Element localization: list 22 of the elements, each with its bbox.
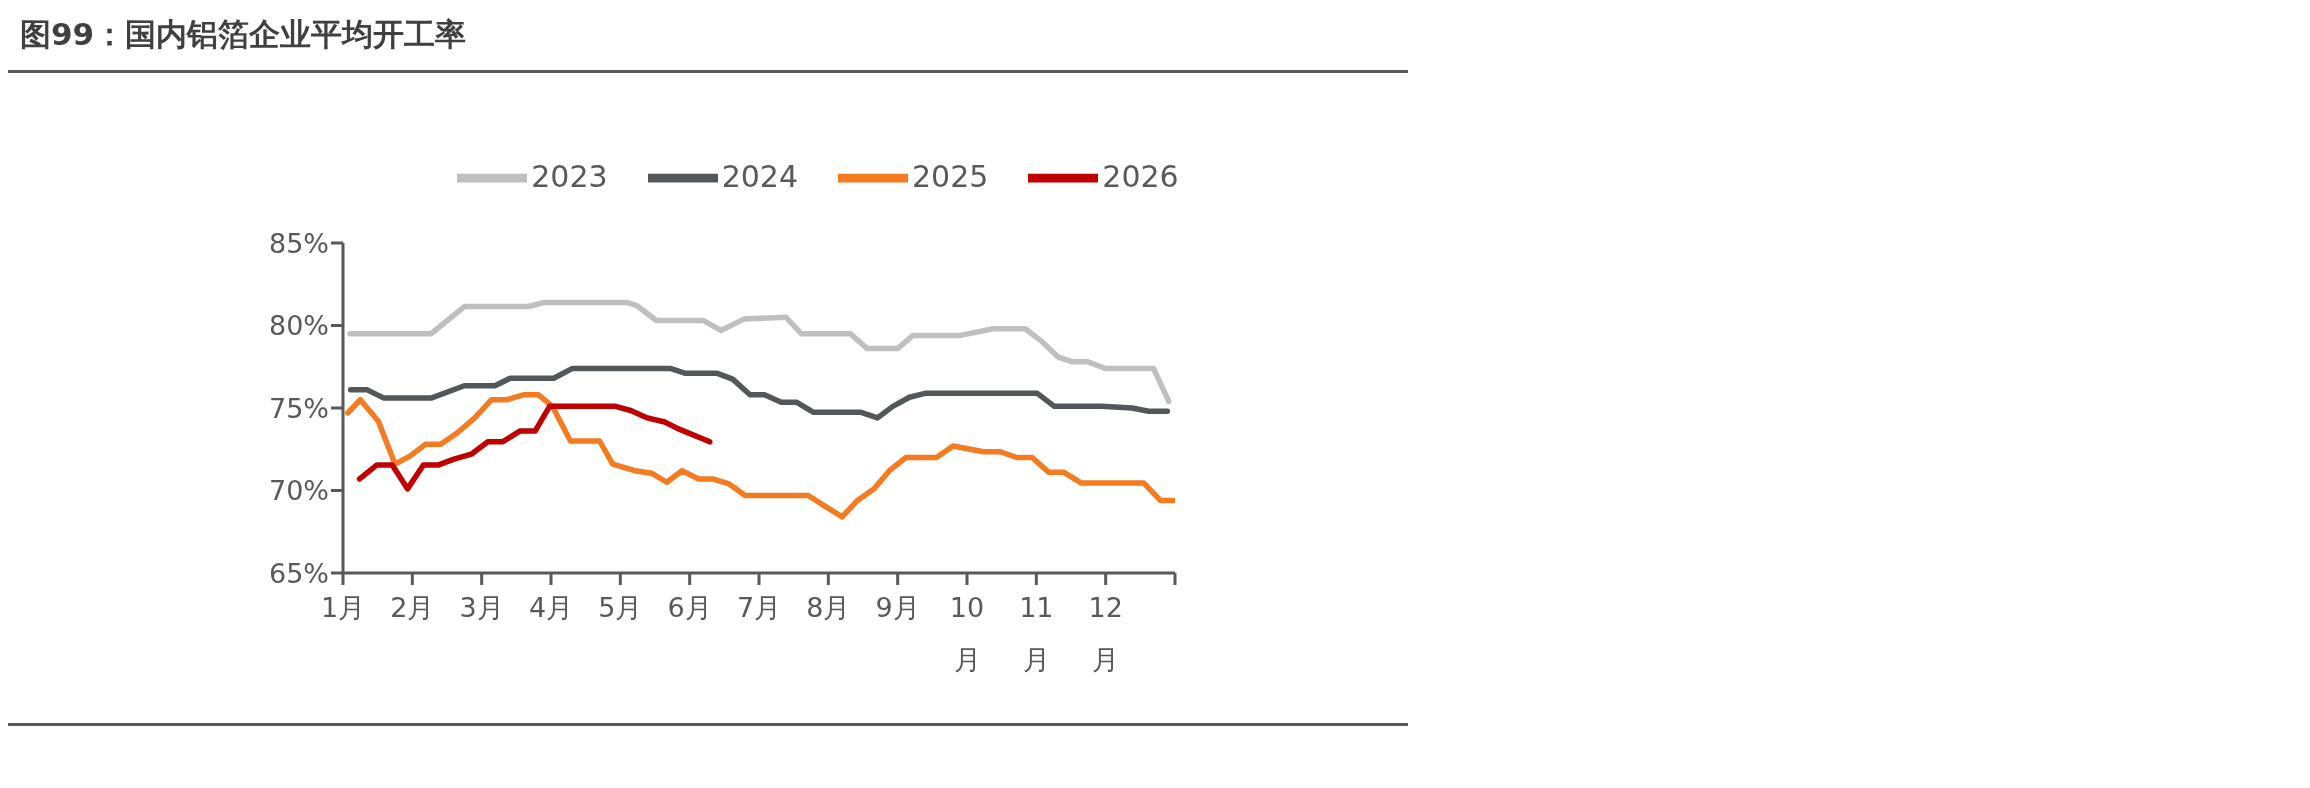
x-tick-label: 1月 (320, 592, 366, 623)
x-tick-label: 8月 (806, 592, 851, 623)
chart-title: 图99：国内铝箔企业平均开工率 (19, 15, 468, 54)
x-tick-label: 5月 (598, 592, 643, 623)
x-tick-label: 9月 (875, 592, 920, 623)
x-tick-label: 7月 (736, 592, 782, 623)
x-tick-label: 12月 (1088, 592, 1123, 675)
legend-label: 2025 (912, 158, 989, 194)
y-tick-label: 70% (268, 475, 329, 507)
x-tick-label: 6月 (667, 592, 712, 623)
x-tick-label: 4月 (528, 592, 574, 623)
legend-label: 2023 (531, 158, 608, 194)
y-tick-label: 80% (268, 310, 329, 342)
legend-label: 2024 (721, 158, 798, 194)
y-tick-label: 65% (268, 557, 329, 589)
x-tick-label: 11月 (1019, 592, 1054, 675)
x-tick-label: 10月 (949, 592, 985, 675)
legend-label: 2026 (1102, 158, 1179, 194)
x-tick-label: 3月 (459, 592, 504, 623)
y-tick-label: 85% (268, 227, 329, 259)
x-tick-label: 2月 (390, 592, 435, 623)
y-tick-label: 75% (268, 392, 329, 424)
